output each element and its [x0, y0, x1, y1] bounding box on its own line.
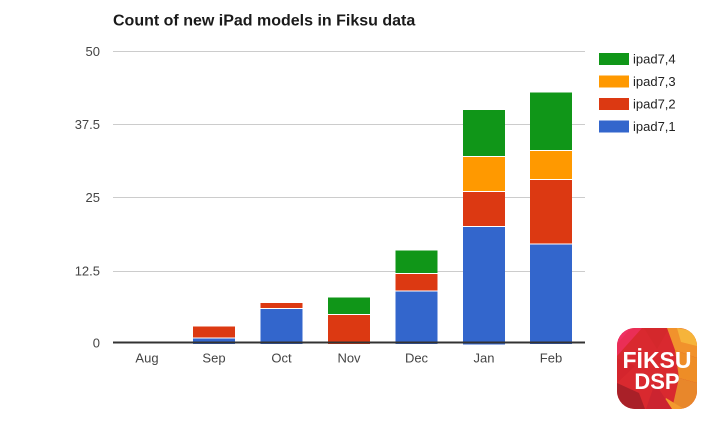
- svg-text:50: 50: [86, 44, 100, 59]
- svg-text:12.5: 12.5: [75, 264, 100, 279]
- svg-text:Jan: Jan: [474, 351, 495, 366]
- svg-text:Dec: Dec: [405, 351, 429, 366]
- svg-text:FİKSU: FİKSU: [623, 347, 692, 373]
- svg-text:0: 0: [93, 336, 100, 351]
- svg-text:Oct: Oct: [271, 351, 292, 366]
- svg-text:ipad7,1: ipad7,1: [633, 119, 676, 134]
- svg-text:37.5: 37.5: [75, 117, 100, 132]
- svg-text:25: 25: [86, 190, 100, 205]
- svg-text:DSP: DSP: [634, 369, 679, 394]
- svg-text:ipad7,3: ipad7,3: [633, 74, 676, 89]
- svg-text:Aug: Aug: [135, 351, 158, 366]
- svg-text:Feb: Feb: [540, 351, 562, 366]
- svg-text:ipad7,2: ipad7,2: [633, 97, 676, 112]
- svg-text:Count of new iPad models in Fi: Count of new iPad models in Fiksu data: [113, 13, 415, 30]
- svg-text:ipad7,4: ipad7,4: [633, 52, 676, 67]
- svg-text:Sep: Sep: [202, 351, 225, 366]
- svg-text:Nov: Nov: [337, 351, 361, 366]
